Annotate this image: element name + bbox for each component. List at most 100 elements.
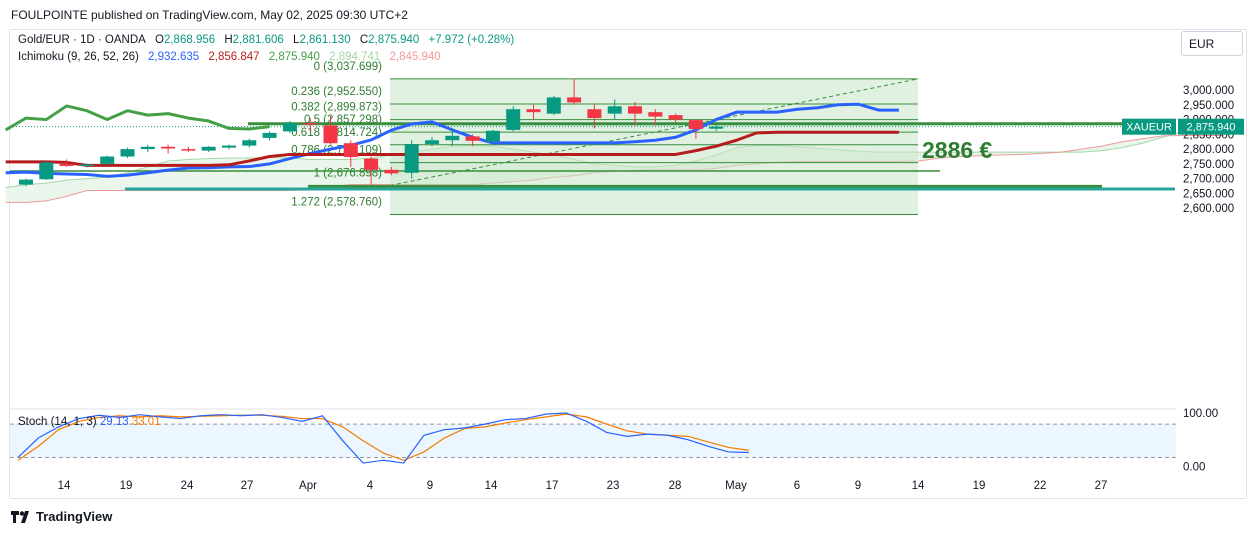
candle-body xyxy=(668,115,683,120)
last-price-tag-bg xyxy=(1178,118,1244,135)
candle-body xyxy=(648,112,663,117)
candle-body xyxy=(161,146,176,149)
candle-body xyxy=(587,109,602,119)
price-tick-label: 2,750.000 xyxy=(1183,159,1234,171)
chart-frame[interactable] xyxy=(9,29,1247,499)
candle-body xyxy=(201,146,216,151)
symbol-name: Gold/EUR · 1D · OANDA xyxy=(18,34,146,46)
candle-body xyxy=(140,146,155,150)
candle-body xyxy=(465,136,480,141)
time-tick-label: Apr xyxy=(299,480,317,492)
stoch-tick-label: 0.00 xyxy=(1183,462,1205,474)
time-axis: 14 19 24 27 Apr 4 9 14 17 23 28 May 6 9 14 19 22 27 xyxy=(58,480,1108,492)
kijun-sen-line xyxy=(5,130,899,167)
fib-level-label: 0.236 (2,952.550) xyxy=(291,86,382,98)
candle-body xyxy=(303,123,318,125)
price-tick-label: 2,700.000 xyxy=(1183,174,1234,186)
stoch-d-line xyxy=(17,413,749,461)
stochastic-pane: 100.00 0.00 xyxy=(10,408,1218,474)
high-value: 2,881.606 xyxy=(232,34,284,46)
time-tick-label: 27 xyxy=(241,480,254,492)
candle-body xyxy=(100,156,115,164)
candle-body xyxy=(181,149,196,151)
candle-body xyxy=(546,97,561,114)
candle-body xyxy=(628,106,642,114)
time-tick-label: 4 xyxy=(367,480,374,492)
candle-body xyxy=(364,158,379,170)
time-tick-label: 22 xyxy=(1034,480,1047,492)
time-tick-label: 28 xyxy=(669,480,682,492)
overlay-labels: 2886 € xyxy=(922,137,993,163)
time-tick-label: 27 xyxy=(1095,480,1108,492)
time-tick-label: 9 xyxy=(427,480,433,492)
symbol-tag-bg xyxy=(1122,118,1176,135)
tradingview-logo[interactable]: TradingView xyxy=(11,509,112,524)
time-tick-label: 6 xyxy=(794,480,800,492)
candle-body xyxy=(19,179,33,185)
candle-body xyxy=(485,130,500,142)
candle-body xyxy=(120,149,135,157)
candle-body xyxy=(59,163,74,166)
candle-body xyxy=(222,145,236,148)
price-tick-label: 2,650.000 xyxy=(1183,188,1234,200)
fib-level-label: 0.382 (2,899.873) xyxy=(291,102,382,114)
candle-body xyxy=(242,140,257,146)
time-tick-label: 23 xyxy=(607,480,620,492)
candle-body xyxy=(709,126,724,129)
symbol-legend: Gold/EUR · 1D · OANDA O2,868.956 H2,881.… xyxy=(18,34,515,46)
last-price-tag: 2,875.940 xyxy=(1187,122,1236,134)
stoch-legend: Stoch (14, 1, 3) 29.13 33.01 xyxy=(18,416,161,428)
candle-body xyxy=(39,162,54,180)
candle-body xyxy=(384,169,399,174)
stoch-band-fill xyxy=(10,424,1176,458)
candle-body xyxy=(607,106,622,114)
fib-level-label: 1.272 (2,578.760) xyxy=(291,197,382,209)
price-tick-label: 2,800.000 xyxy=(1183,144,1234,156)
change-value: +7.972 (+0.28%) xyxy=(428,34,515,46)
fib-trendline xyxy=(389,78,919,186)
stoch-tick-label: 100.00 xyxy=(1183,408,1218,420)
candle-body xyxy=(567,97,582,103)
fib-zone xyxy=(390,78,918,215)
price-axis: 2,600.000 2,650.000 2,700.000 2,750.000 2,80… xyxy=(1122,85,1244,215)
candle-body xyxy=(445,135,460,141)
candle-body xyxy=(79,164,94,166)
candle-body xyxy=(506,109,521,130)
time-tick-label: 24 xyxy=(181,480,194,492)
candle-body xyxy=(323,125,338,144)
candle-body xyxy=(425,140,439,145)
candle-body xyxy=(404,144,419,173)
low-value: 2,861.130 xyxy=(299,34,351,46)
time-tick-label: 19 xyxy=(120,480,133,492)
horizontal-levels xyxy=(10,122,1175,191)
time-tick-label: May xyxy=(725,480,747,492)
publish-header: FOULPOINTE published on TradingView.com,… xyxy=(11,8,408,22)
fibonacci-retracement: 0 (3,037.699) 0.236 (2,952.550) 0.382 (2,8… xyxy=(291,61,919,216)
candle-body xyxy=(282,123,297,132)
time-tick-label: 17 xyxy=(546,480,559,492)
ichimoku-label: Ichimoku (9, 26, 52, 26) xyxy=(18,51,139,63)
tradingview-icon xyxy=(11,510,29,523)
price-tick-label: 3,000.000 xyxy=(1183,85,1234,97)
stoch-k-line xyxy=(17,412,749,464)
fib-level-label: 0 (3,037.699) xyxy=(314,61,383,73)
currency-selector[interactable]: EUR xyxy=(1181,31,1243,56)
open-value: 2,868.956 xyxy=(163,34,216,46)
time-tick-label: 14 xyxy=(485,480,498,492)
time-tick-label: 14 xyxy=(912,480,925,492)
candle-body xyxy=(343,143,358,158)
price-annotation: 2886 € xyxy=(922,137,993,163)
candle-body xyxy=(688,120,703,130)
price-tick-label: 2,950.000 xyxy=(1183,100,1234,112)
candle-body xyxy=(262,132,277,138)
cloud-fill xyxy=(5,121,1224,203)
time-tick-label: 14 xyxy=(58,480,71,492)
chikou-span-line xyxy=(4,104,270,132)
time-tick-label: 9 xyxy=(855,480,861,492)
time-tick-label: 19 xyxy=(973,480,986,492)
close-value: 2,875.940 xyxy=(368,34,420,46)
candle-body xyxy=(526,109,541,113)
candles xyxy=(19,78,724,187)
symbol-tag: XAUEUR xyxy=(1126,122,1172,134)
